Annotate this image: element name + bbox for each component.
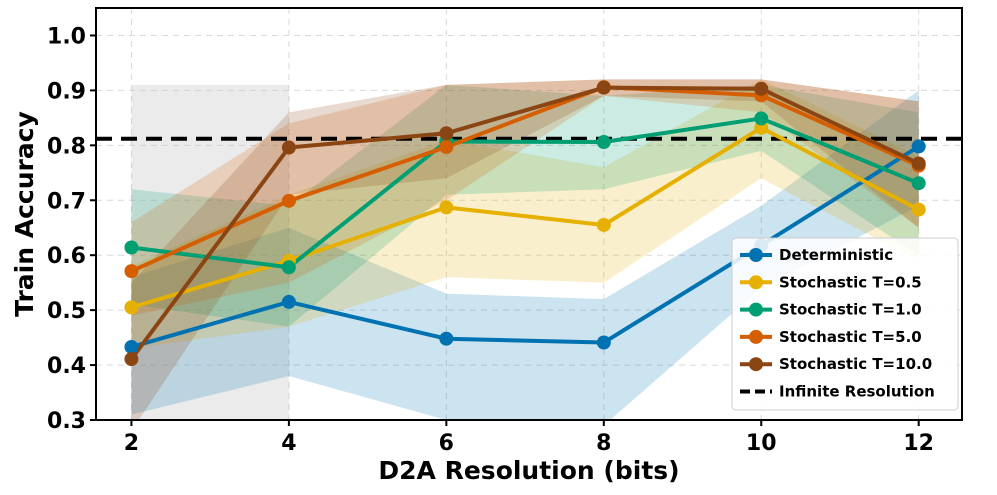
- x-tick-label: 6: [439, 431, 454, 456]
- x-tick-label: 10: [746, 431, 777, 456]
- x-tick-label: 8: [596, 431, 611, 456]
- point-2-0: [124, 240, 139, 255]
- y-axis-label: Train Accuracy: [10, 111, 39, 317]
- plot-frame: [95, 7, 963, 421]
- point-4-2: [439, 126, 454, 141]
- legend-marker: [749, 302, 763, 317]
- y-tick-label: 1.0: [47, 24, 86, 49]
- y-tick-label: 0.4: [47, 354, 86, 379]
- legend-marker: [749, 329, 763, 344]
- y-tick-label: 0.6: [47, 244, 86, 269]
- point-2-1: [281, 260, 296, 275]
- series-line-0: [130, 144, 920, 349]
- point-4-3: [596, 80, 611, 95]
- legend-marker: [749, 248, 763, 262]
- band-2: [131, 84, 919, 327]
- legend: Deterministic Stochastic T=0.5 Stochastic …: [731, 237, 959, 411]
- x-tick-label: 2: [124, 431, 139, 456]
- legend-label: Stochastic T=1.0: [779, 301, 922, 319]
- point-0-3: [596, 335, 611, 350]
- point-0-2: [439, 331, 454, 346]
- point-4-1: [281, 140, 296, 155]
- legend-label: Stochastic T=0.5: [779, 273, 922, 291]
- point-1-3: [596, 217, 611, 232]
- series-lines: [96, 85, 962, 361]
- point-0-0: [124, 339, 139, 354]
- y-tick-label: 0.3: [47, 409, 86, 434]
- point-1-0: [124, 300, 139, 315]
- series-line-4: [129, 85, 920, 361]
- x-tick-label: 4: [281, 431, 296, 456]
- point-1-2: [439, 200, 454, 215]
- legend-marker: [749, 275, 763, 290]
- axis-ticks: 0.3 0.4 0.5 0.6 0.7 0.8 0.9 1.0 2 4 6 8 10 12: [47, 24, 934, 456]
- series-line-1: [130, 125, 920, 310]
- x-axis-label: D2A Resolution (bits): [378, 456, 679, 485]
- series-markers: [124, 80, 926, 367]
- x-tick-label: 12: [903, 431, 934, 456]
- point-0-1: [281, 294, 296, 309]
- legend-label: Stochastic T=10.0: [779, 355, 932, 373]
- legend-label: Stochastic T=5.0: [779, 328, 922, 346]
- y-tick-label: 0.9: [47, 79, 86, 104]
- point-3-0: [124, 264, 139, 279]
- point-1-5: [911, 202, 926, 217]
- legend-label: Deterministic: [779, 246, 893, 264]
- legend-label: Infinite Resolution: [779, 383, 935, 401]
- band-4: [131, 79, 919, 420]
- point-2-5: [911, 176, 926, 191]
- point-3-2: [439, 139, 454, 154]
- point-4-4: [754, 81, 769, 96]
- band-0: [131, 90, 919, 420]
- point-3-1: [281, 193, 296, 208]
- series-line-2: [131, 116, 920, 270]
- legend-box: [731, 237, 959, 411]
- band-1: [131, 79, 919, 349]
- y-tick-label: 0.7: [47, 189, 86, 214]
- point-2-4: [754, 111, 769, 126]
- y-tick-label: 0.8: [47, 134, 86, 159]
- point-4-0: [124, 352, 139, 367]
- y-tick-label: 0.5: [47, 299, 86, 324]
- point-2-3: [596, 135, 611, 150]
- legend-marker: [749, 357, 763, 372]
- point-4-5: [911, 156, 926, 171]
- series-line-3: [130, 85, 920, 273]
- point-0-5: [911, 139, 926, 154]
